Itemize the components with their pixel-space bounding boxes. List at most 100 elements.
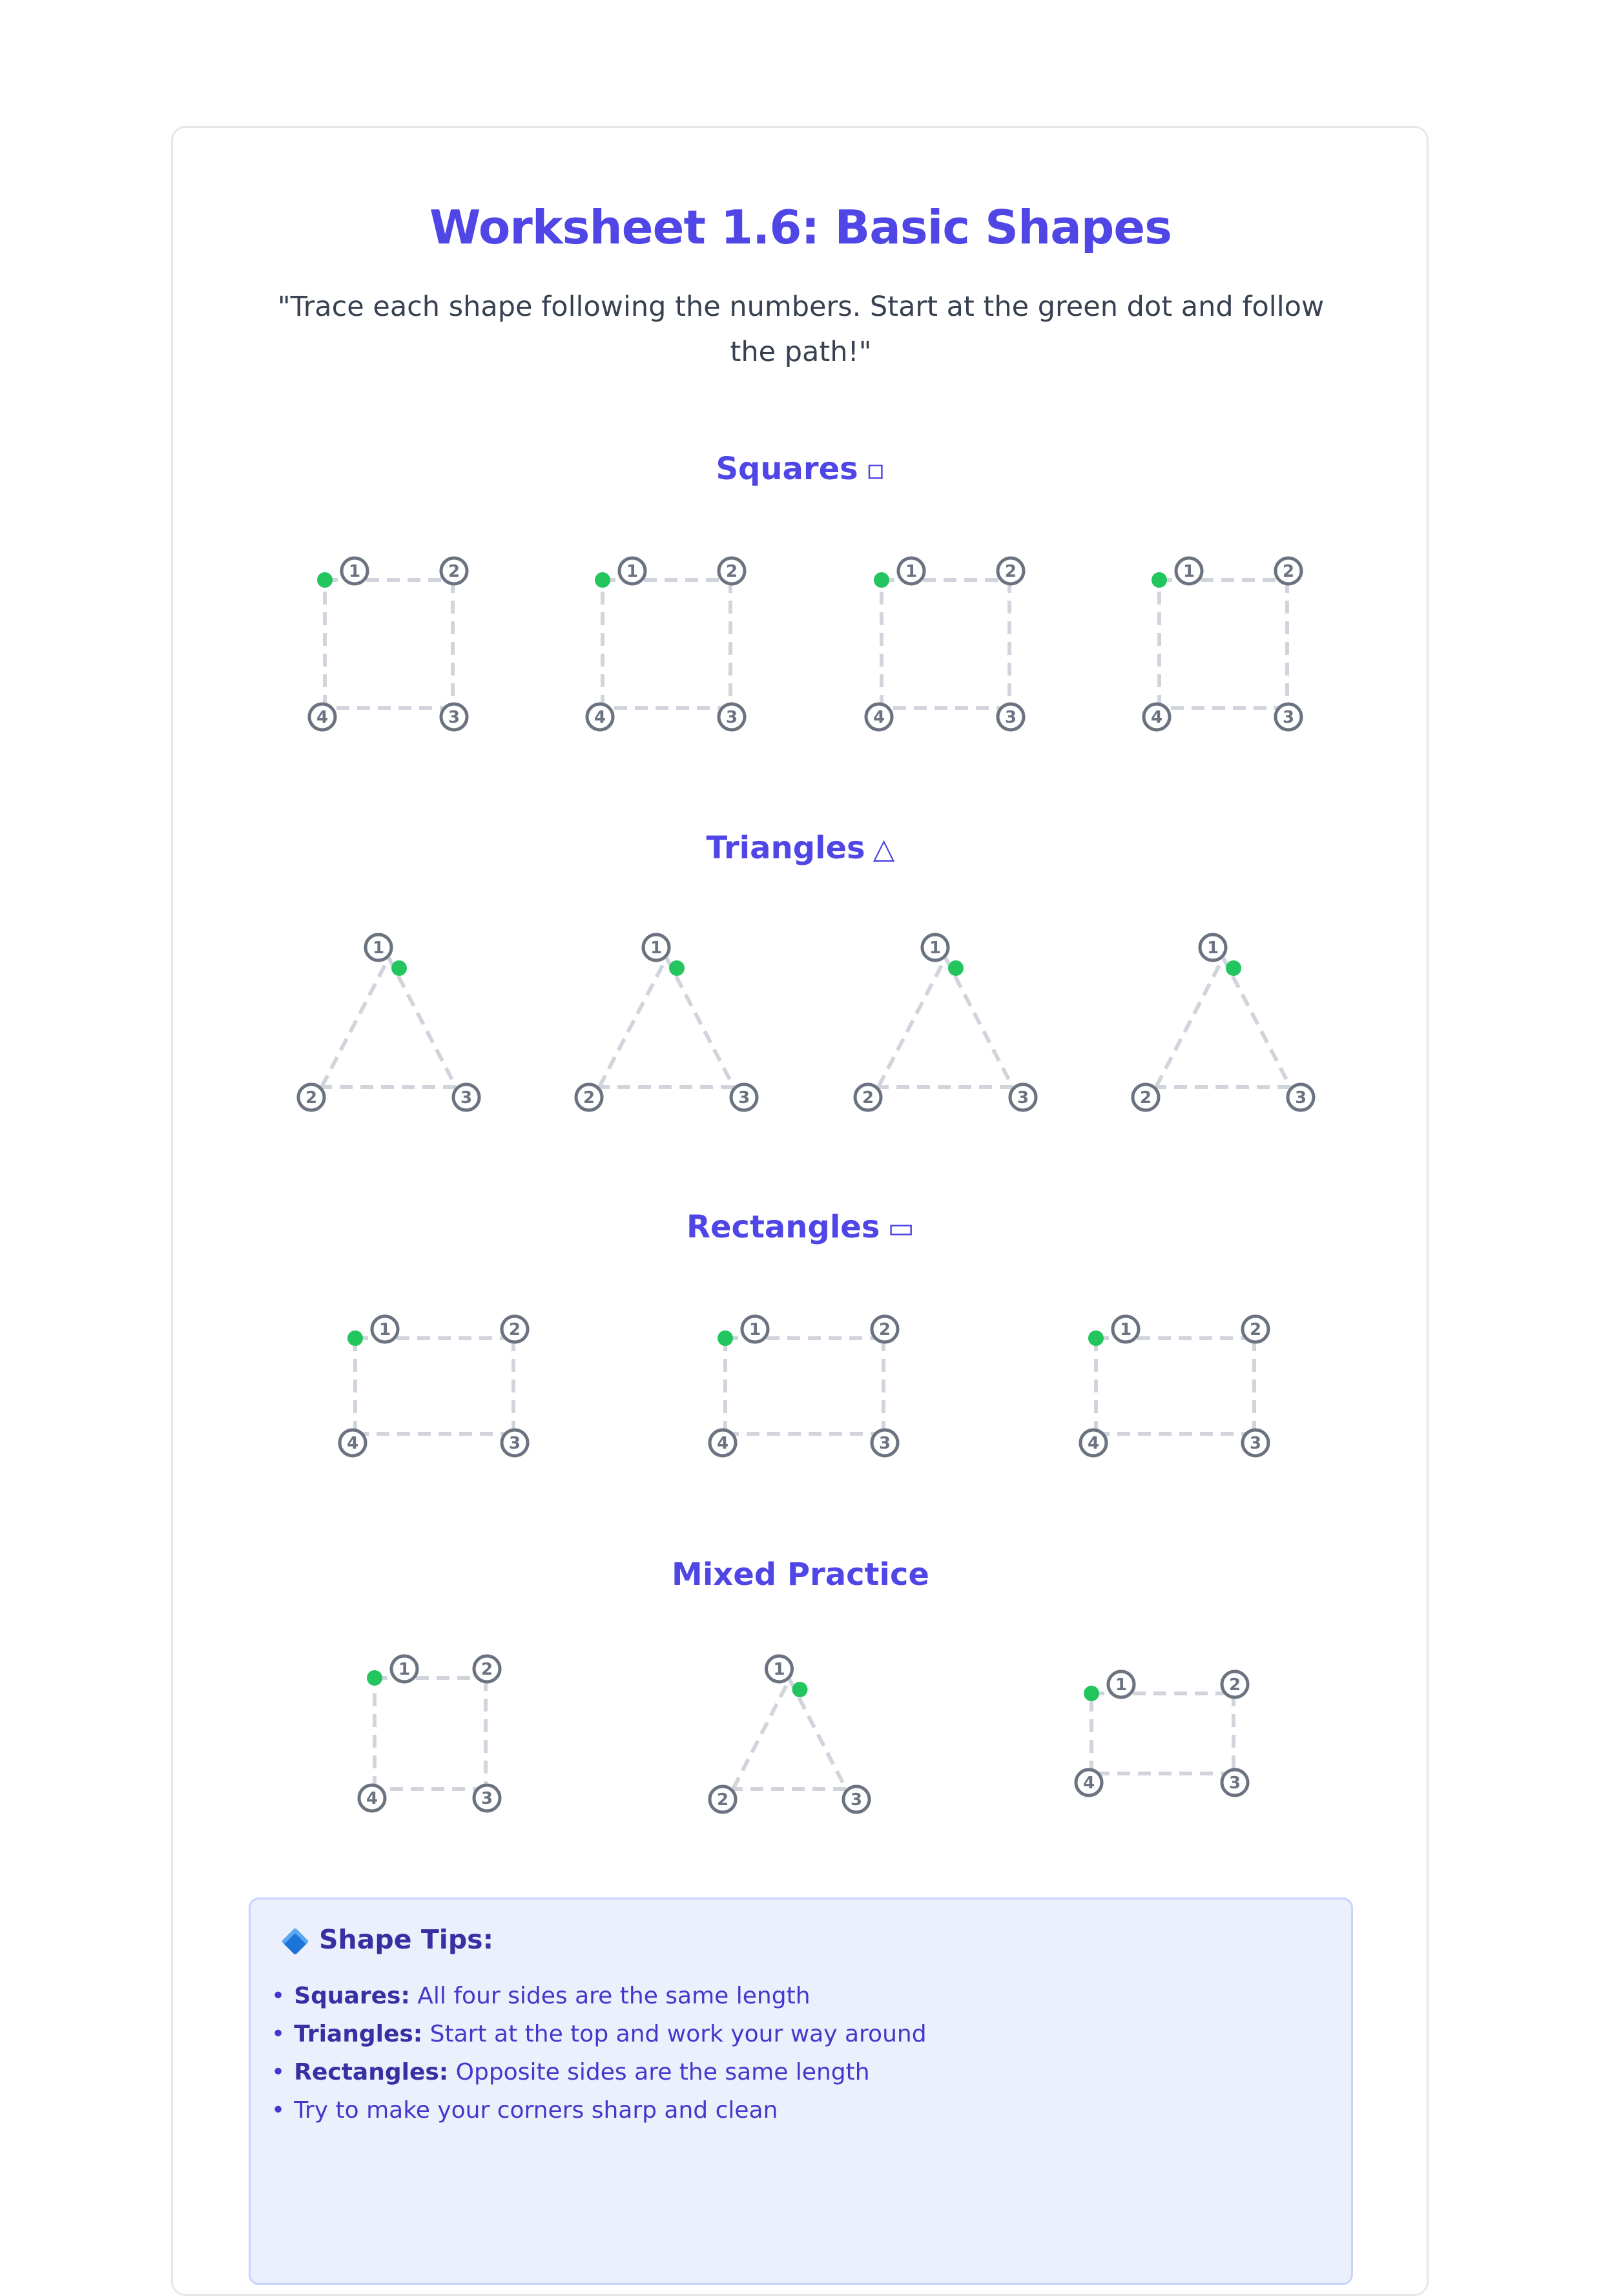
point-number-4: 4 [864, 702, 894, 732]
svg-text:3: 3 [509, 1434, 521, 1453]
point-number-2: 2 [1274, 556, 1303, 586]
svg-text:1: 1 [398, 1660, 410, 1679]
svg-text:1: 1 [349, 562, 360, 581]
square-tracing-shape: 1 2 3 4 [864, 556, 1026, 732]
point-number-3: 3 [717, 702, 747, 732]
tips-heading: Shape Tips: [276, 1924, 493, 1956]
start-dot [669, 960, 685, 976]
point-number-3: 3 [1274, 702, 1303, 732]
point-number-2: 2 [439, 556, 469, 586]
triangle-tracing-shape: 1 2 3 [574, 933, 759, 1112]
svg-text:1: 1 [1120, 1320, 1131, 1339]
svg-text:3: 3 [460, 1088, 472, 1108]
point-number-4: 4 [357, 1783, 387, 1813]
point-number-1: 1 [340, 556, 369, 586]
tip-text: All four sides are the same length [409, 1983, 811, 2009]
point-number-1: 1 [1111, 1314, 1141, 1344]
point-number-3: 3 [1220, 1768, 1250, 1797]
svg-text:3: 3 [879, 1434, 891, 1453]
point-number-1: 1 [920, 933, 950, 962]
svg-text:4: 4 [347, 1434, 358, 1453]
svg-text:4: 4 [873, 708, 885, 727]
svg-text:2: 2 [305, 1088, 317, 1108]
tip-item: Try to make your corners sharp and clean [271, 2091, 927, 2129]
triangle-tracing-shape: 1 2 3 [296, 933, 481, 1112]
point-number-4: 4 [708, 1428, 738, 1458]
rectangle-tracing-shape: 1 2 3 4 [1074, 1670, 1250, 1797]
section-heading-mixed-practice: Mixed Practice [0, 1557, 1601, 1593]
svg-text:1: 1 [650, 938, 662, 958]
start-dot [595, 572, 610, 588]
svg-text:2: 2 [448, 562, 460, 581]
tip-text: Try to make your corners sharp and clean [294, 2097, 778, 2124]
svg-text:3: 3 [481, 1789, 493, 1808]
point-number-2: 2 [870, 1314, 900, 1344]
start-dot [718, 1330, 733, 1346]
start-dot [1084, 1686, 1099, 1701]
tips-title: Shape Tips: [319, 1924, 493, 1955]
svg-text:4: 4 [366, 1789, 378, 1808]
tips-list: Squares: All four sides are the same len… [271, 1977, 927, 2129]
svg-text:2: 2 [879, 1320, 891, 1339]
point-number-1: 1 [1106, 1670, 1136, 1699]
dashed-trace-line [1154, 957, 1225, 1088]
svg-text:1: 1 [929, 938, 941, 958]
point-number-1: 1 [765, 1654, 794, 1684]
svg-text:1: 1 [1183, 562, 1195, 581]
dashed-trace-line [665, 957, 736, 1088]
svg-text:4: 4 [1088, 1434, 1099, 1453]
triangle-tracing-shape: 1 2 3 [853, 933, 1038, 1112]
svg-text:3: 3 [1283, 708, 1294, 727]
svg-text:3: 3 [1229, 1774, 1241, 1793]
svg-text:2: 2 [1283, 562, 1294, 581]
svg-text:1: 1 [749, 1320, 761, 1339]
point-number-2: 2 [574, 1082, 604, 1112]
page-title: Worksheet 1.6: Basic Shapes [429, 200, 1172, 254]
point-number-3: 3 [870, 1428, 900, 1458]
square-icon: ▫ [865, 453, 885, 486]
dashed-trace-line [387, 957, 458, 1088]
point-number-4: 4 [1074, 1768, 1104, 1797]
dashed-trace-line [731, 1678, 792, 1790]
rectangle-tracing-shape: 1 2 3 4 [708, 1314, 900, 1458]
start-dot [391, 960, 407, 976]
section-label: Squares [716, 451, 858, 487]
start-dot [367, 1670, 382, 1686]
tip-term: Rectangles: [294, 2059, 449, 2085]
point-number-1: 1 [1174, 556, 1204, 586]
svg-text:2: 2 [1005, 562, 1017, 581]
tip-text: Start at the top and work your way aroun… [422, 2021, 927, 2047]
point-number-1: 1 [617, 556, 647, 586]
tip-item: Squares: All four sides are the same len… [271, 1977, 927, 2015]
dashed-trace-line [876, 957, 947, 1088]
triangle-tracing-shape: 1 2 3 [708, 1654, 871, 1814]
rectangle-icon: ▭ [887, 1212, 914, 1245]
svg-text:2: 2 [726, 562, 738, 581]
svg-text:3: 3 [448, 708, 460, 727]
triangle-tracing-shape: 1 2 3 [1131, 933, 1316, 1112]
point-number-1: 1 [1198, 933, 1228, 962]
point-number-1: 1 [740, 1314, 770, 1344]
square-tracing-shape: 1 2 3 4 [307, 556, 469, 732]
svg-text:2: 2 [509, 1320, 521, 1339]
svg-text:3: 3 [1005, 708, 1017, 727]
start-dot [347, 1330, 363, 1346]
point-number-2: 2 [708, 1784, 738, 1814]
point-number-3: 3 [729, 1082, 759, 1112]
square-tracing-shape: 1 2 3 4 [357, 1654, 502, 1813]
point-number-3: 3 [1241, 1428, 1270, 1458]
point-number-4: 4 [307, 702, 337, 732]
point-number-3: 3 [842, 1784, 871, 1814]
svg-text:1: 1 [1207, 938, 1219, 958]
tip-text: Opposite sides are the same length [448, 2059, 870, 2085]
start-dot [317, 572, 333, 588]
svg-text:1: 1 [905, 562, 917, 581]
svg-text:2: 2 [1140, 1088, 1152, 1108]
start-dot [1226, 960, 1241, 976]
point-number-3: 3 [996, 702, 1026, 732]
svg-text:2: 2 [1250, 1320, 1261, 1339]
start-dot [1152, 572, 1167, 588]
point-number-2: 2 [500, 1314, 530, 1344]
svg-text:3: 3 [726, 708, 738, 727]
svg-text:1: 1 [1115, 1675, 1127, 1695]
